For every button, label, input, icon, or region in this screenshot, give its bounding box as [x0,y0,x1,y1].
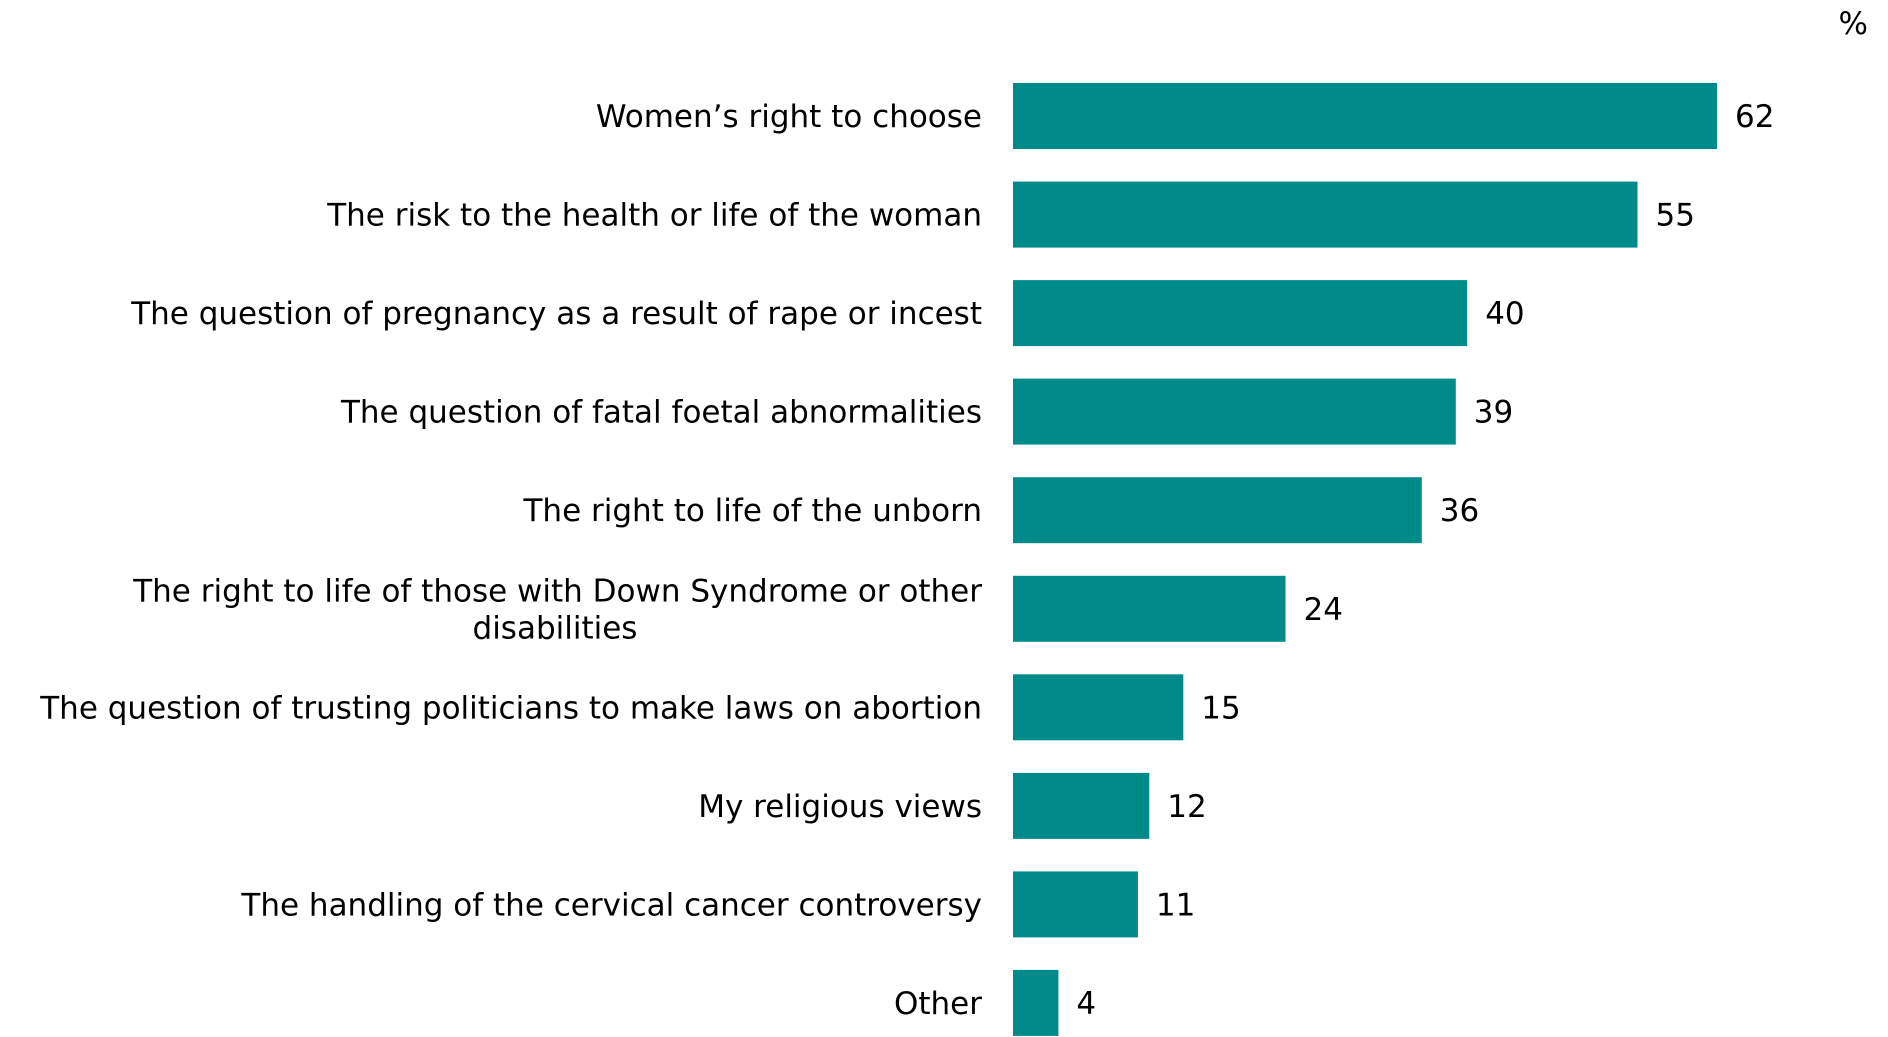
bar [1013,181,1638,248]
bar [1013,378,1456,445]
bar [1013,280,1468,347]
category-label: disabilities [473,610,638,646]
category-label: The right to life of the unborn [523,493,983,529]
bar [1013,477,1422,544]
data-label: 11 [1156,887,1195,923]
data-label: 4 [1076,986,1096,1022]
data-label: 62 [1735,99,1774,135]
bar [1013,969,1059,1036]
unit-label: % [1839,6,1868,42]
category-label: The question of fatal foetal abnormaliti… [340,395,982,431]
bar [1013,871,1138,938]
category-label: The right to life of those with Down Syn… [132,573,982,609]
bar [1013,674,1184,741]
category-label: The question of trusting politicians to … [39,690,982,726]
data-label: 39 [1474,395,1513,431]
category-label: The question of pregnancy as a result of… [130,296,982,332]
data-label: 40 [1485,296,1524,332]
bar [1013,575,1286,642]
category-label: Other [894,986,982,1022]
data-label: 15 [1201,690,1240,726]
bar [1013,772,1150,839]
bar [1013,83,1717,149]
category-label: The risk to the health or life of the wo… [326,198,982,234]
data-label: 12 [1167,789,1206,825]
category-label: My religious views [698,789,982,825]
bars: 62 Women’s right to choose 55 The risk to t… [39,83,1774,1036]
category-label: The handling of the cervical cancer cont… [240,887,982,923]
category-label: Women’s right to choose [596,99,982,135]
data-label: 36 [1440,493,1479,529]
data-label: 55 [1656,198,1695,234]
data-label: 24 [1304,592,1343,628]
